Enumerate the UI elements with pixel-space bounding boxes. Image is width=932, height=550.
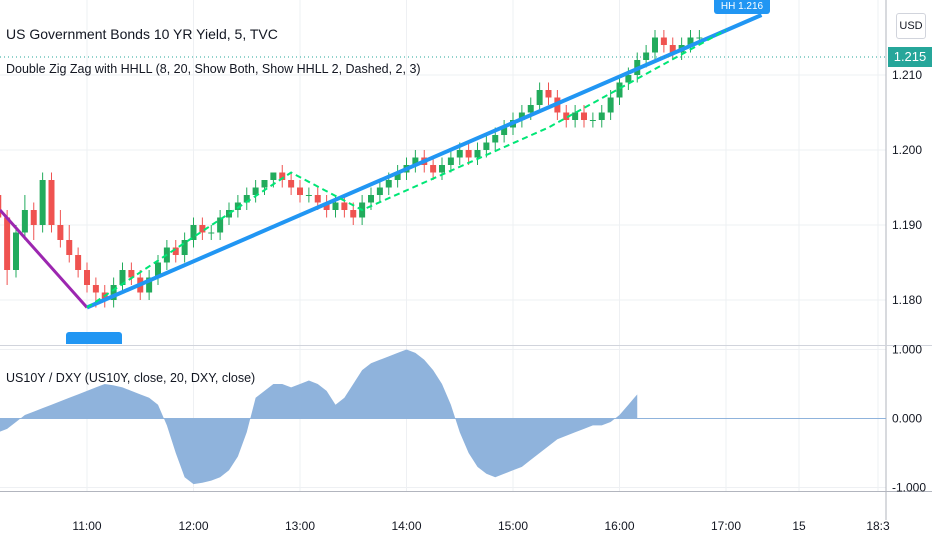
candle-body: [13, 232, 19, 270]
candle-body: [110, 285, 117, 300]
candle-body: [376, 187, 383, 195]
candle-body: [48, 180, 55, 225]
candle-body: [155, 262, 161, 278]
candle-body: [412, 157, 419, 165]
candle-body: [30, 210, 37, 225]
zigzag-down-leg: [0, 209, 89, 309]
candle-body: [350, 210, 357, 218]
zigzag-indicator-label: Double Zig Zag with HHLL (8, 20, Show Bo…: [6, 62, 421, 76]
candle-body: [279, 172, 286, 180]
candle-body: [119, 270, 126, 285]
candle-body: [288, 180, 295, 188]
candle-body: [581, 112, 587, 120]
time-tick-label: 15:00: [498, 519, 528, 533]
price-tick-label: 1.210: [892, 68, 922, 82]
candle-body: [492, 135, 499, 143]
time-tick-label: 17:00: [711, 519, 741, 533]
time-tick-label: 18:3: [866, 519, 890, 533]
candle-body: [465, 150, 472, 158]
candle-body: [474, 150, 481, 158]
candle-body: [92, 285, 99, 293]
candle-body: [323, 202, 330, 210]
candle-body: [607, 97, 614, 113]
candle-body: [66, 240, 73, 255]
time-tick-label: 16:00: [604, 519, 634, 533]
candle-body: [447, 157, 454, 165]
currency-button[interactable]: USD: [896, 13, 926, 39]
candle-body: [21, 210, 28, 233]
candle-body: [616, 82, 623, 98]
time-tick-label: 13:00: [285, 519, 315, 533]
last-price-tag: 1.215: [888, 47, 932, 67]
candle-body: [297, 187, 303, 195]
candle-body: [652, 37, 658, 53]
candle-body: [146, 277, 153, 293]
candle-body: [394, 172, 401, 180]
candle-body: [598, 112, 605, 120]
time-tick-label: 12:00: [178, 519, 208, 533]
time-tick-label: 14:00: [391, 519, 421, 533]
symbol-title: US Government Bonds 10 YR Yield, 5, TVC: [6, 26, 278, 42]
candle-body: [75, 255, 82, 270]
candle-body: [305, 195, 312, 196]
candle-body: [527, 105, 534, 113]
candle-body: [270, 172, 277, 180]
candle-body: [439, 165, 445, 173]
zigzag-minor-legs: [86, 29, 727, 309]
candle-body: [314, 195, 321, 203]
candle-body: [660, 37, 667, 45]
candle-body: [589, 120, 596, 121]
candle-body: [39, 180, 46, 225]
correlation-area: [0, 349, 638, 485]
price-tick-label: 1.190: [892, 218, 922, 232]
candle-body: [252, 187, 259, 195]
candle-body: [234, 202, 241, 210]
candle-body: [545, 90, 552, 98]
price-tick-label: 1.200: [892, 143, 922, 157]
candle-body: [687, 37, 694, 45]
hh-pivot-marker: HH 1.216: [714, 0, 770, 14]
candle-body: [483, 142, 490, 150]
ll-pivot-marker: [66, 332, 122, 344]
candle-body: [217, 217, 224, 233]
candle-body: [57, 225, 64, 240]
candle-body: [501, 127, 508, 135]
time-tick-label: 15: [792, 519, 806, 533]
candle-body: [368, 195, 374, 203]
candle-body: [181, 240, 188, 255]
candle-body: [696, 37, 703, 39]
candle-body: [199, 225, 206, 233]
candle-body: [261, 180, 268, 188]
candle-body: [563, 112, 570, 120]
zigzag-major-leg: [86, 13, 763, 310]
candle-body: [172, 247, 179, 255]
candle-body: [4, 217, 11, 270]
candle-body: [208, 232, 215, 234]
candle-body: [625, 75, 632, 83]
oscillator-tick-label: 0.000: [892, 412, 922, 426]
oscillator-tick-label: -1.000: [892, 481, 926, 495]
candle-body: [0, 195, 2, 218]
correlation-indicator-label: US10Y / DXY (US10Y, close, 20, DXY, clos…: [6, 371, 256, 385]
candle-body: [456, 150, 463, 158]
candle-body: [190, 225, 197, 240]
candle-body: [243, 195, 250, 203]
candle-body: [669, 45, 676, 53]
candle-body: [430, 165, 437, 173]
oscillator-tick-label: 1.000: [892, 342, 922, 356]
candle-body: [385, 180, 392, 188]
candle-body: [643, 52, 650, 60]
candle-body: [536, 90, 543, 105]
price-tick-label: 1.180: [892, 293, 922, 307]
candle-body: [572, 112, 579, 120]
candle-body: [84, 270, 90, 285]
candle-body: [518, 112, 525, 120]
candle-body: [332, 202, 339, 210]
time-tick-label: 11:00: [72, 519, 101, 533]
candle-body: [341, 202, 348, 210]
candle-body: [128, 270, 135, 278]
